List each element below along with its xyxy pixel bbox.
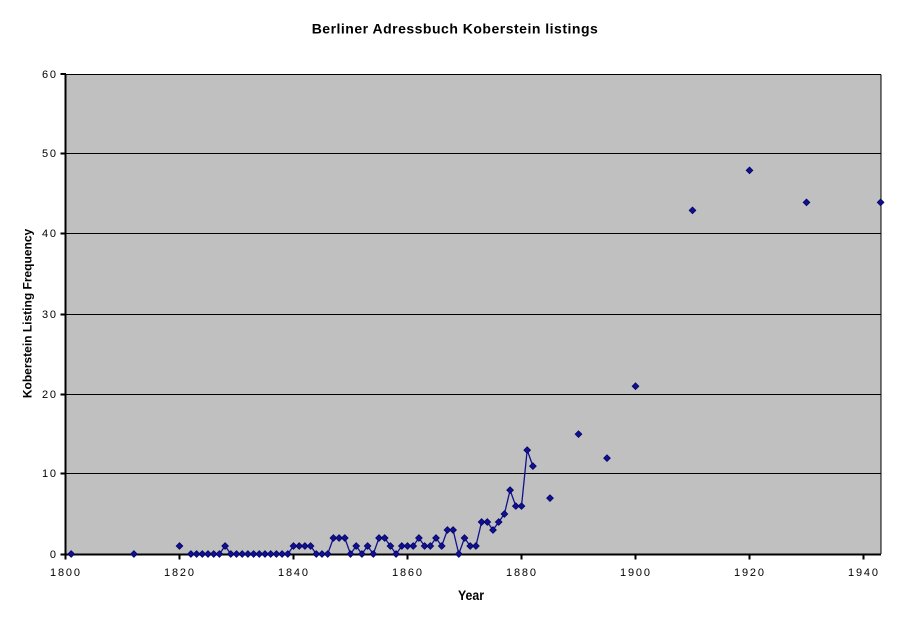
svg-text:1860: 1860 (392, 567, 422, 579)
svg-text:1820: 1820 (164, 567, 194, 579)
svg-text:20: 20 (42, 389, 56, 401)
svg-text:30: 30 (42, 309, 56, 321)
svg-text:40: 40 (42, 228, 56, 240)
svg-text:10: 10 (42, 468, 56, 480)
svg-text:1940: 1940 (848, 567, 878, 579)
svg-text:1900: 1900 (620, 567, 650, 579)
svg-text:Koberstein Listing Frequency: Koberstein Listing Frequency (21, 228, 35, 398)
svg-text:50: 50 (42, 148, 56, 160)
svg-text:60: 60 (42, 69, 56, 81)
svg-text:0: 0 (50, 549, 56, 561)
svg-text:1800: 1800 (50, 567, 80, 579)
svg-text:1840: 1840 (278, 567, 308, 579)
svg-text:1920: 1920 (734, 567, 764, 579)
svg-text:Berliner Adressbuch Koberstein: Berliner Adressbuch Koberstein listings (312, 21, 599, 37)
svg-text:1880: 1880 (506, 567, 536, 579)
svg-text:Year: Year (458, 587, 484, 603)
